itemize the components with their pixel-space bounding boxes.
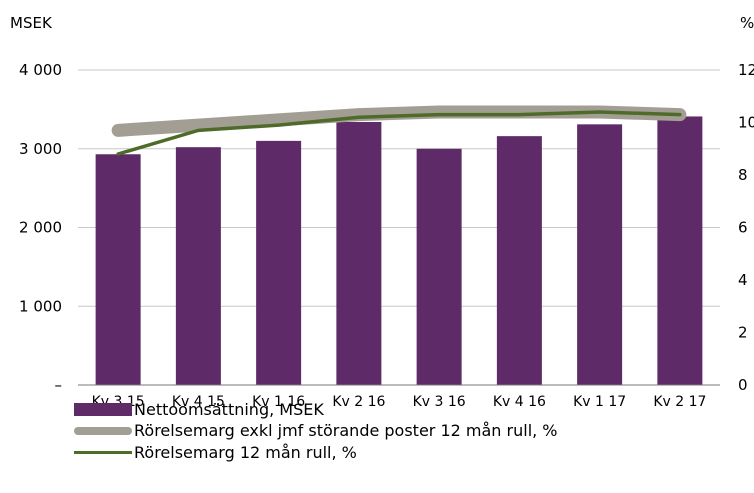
- bar: [175, 147, 221, 385]
- bar: [577, 124, 623, 386]
- right-tick-label: 12: [738, 61, 754, 79]
- category-label: Kv 4 16: [493, 394, 546, 410]
- bar: [416, 148, 462, 385]
- legend-label-adjusted-margin: Rörelsemarg exkl jmf störande poster 12 …: [134, 421, 558, 440]
- right-tick-label: 0: [738, 376, 748, 394]
- bar: [657, 116, 703, 386]
- left-tick-label: 3 000: [19, 140, 62, 158]
- right-tick-label: 10: [738, 114, 754, 132]
- bar: [95, 154, 141, 385]
- category-label: Kv 3 16: [413, 394, 466, 410]
- right-tick-label: 2: [738, 324, 748, 342]
- legend-item-adjusted-margin: Rörelsemarg exkl jmf störande poster 12 …: [74, 421, 558, 440]
- category-label: Kv 1 17: [573, 394, 626, 410]
- series-line-margin: [116, 110, 682, 156]
- category-label: Kv 1 16: [252, 394, 305, 410]
- right-tick-label: 6: [738, 219, 748, 237]
- legend-item-margin: Rörelsemarg 12 mån rull, %: [74, 443, 357, 462]
- legend-swatch-margin: [74, 451, 132, 454]
- category-label: Kv 2 17: [653, 394, 706, 410]
- left-tick-label: –: [55, 376, 63, 394]
- left-tick-label: 1 000: [19, 297, 62, 315]
- legend-label-net-sales: Nettoomsättning, MSEK: [134, 400, 324, 419]
- legend-swatch-net-sales: [74, 403, 132, 416]
- category-label: Kv 2 16: [332, 394, 385, 410]
- legend-swatch-adjusted-margin: [74, 426, 132, 435]
- bar: [256, 140, 302, 385]
- right-tick-label: 8: [738, 166, 748, 184]
- category-label: Kv 4 15: [172, 394, 225, 410]
- right-tick-label: 4: [738, 271, 748, 289]
- legend-label-margin: Rörelsemarg 12 mån rull, %: [134, 443, 357, 462]
- left-tick-label: 4 000: [19, 61, 62, 79]
- left-axis-unit: MSEK: [10, 14, 52, 32]
- bar: [336, 121, 382, 385]
- right-axis-unit: %: [740, 14, 754, 32]
- bar: [496, 136, 542, 385]
- legend-item-net-sales: Nettoomsättning, MSEK: [74, 400, 324, 419]
- left-tick-label: 2 000: [19, 219, 62, 237]
